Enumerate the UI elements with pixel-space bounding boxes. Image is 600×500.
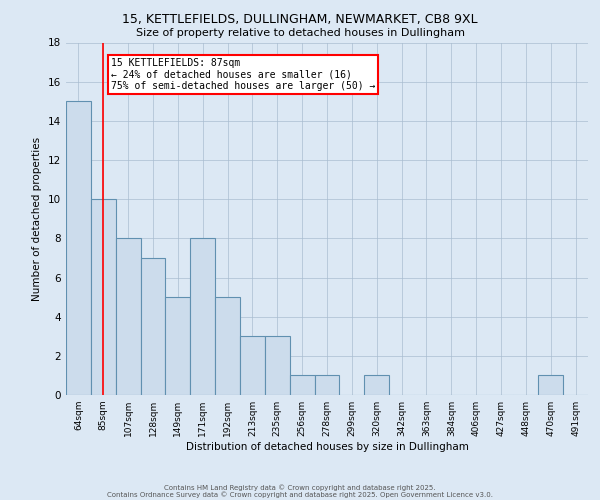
Bar: [314, 376, 340, 395]
Bar: [265, 336, 290, 395]
Text: 15 KETTLEFIELDS: 87sqm
← 24% of detached houses are smaller (16)
75% of semi-det: 15 KETTLEFIELDS: 87sqm ← 24% of detached…: [111, 58, 375, 92]
Text: Size of property relative to detached houses in Dullingham: Size of property relative to detached ho…: [136, 28, 464, 38]
Bar: [91, 199, 116, 395]
Text: Contains HM Land Registry data © Crown copyright and database right 2025.: Contains HM Land Registry data © Crown c…: [164, 484, 436, 491]
Bar: [166, 297, 190, 395]
Bar: [140, 258, 166, 395]
Bar: [215, 297, 240, 395]
X-axis label: Distribution of detached houses by size in Dullingham: Distribution of detached houses by size …: [185, 442, 469, 452]
Bar: [190, 238, 215, 395]
Bar: [240, 336, 265, 395]
Bar: [66, 101, 91, 395]
Bar: [538, 376, 563, 395]
Bar: [364, 376, 389, 395]
Text: 15, KETTLEFIELDS, DULLINGHAM, NEWMARKET, CB8 9XL: 15, KETTLEFIELDS, DULLINGHAM, NEWMARKET,…: [122, 12, 478, 26]
Bar: [290, 376, 314, 395]
Bar: [116, 238, 140, 395]
Text: Contains Ordnance Survey data © Crown copyright and database right 2025. Open Go: Contains Ordnance Survey data © Crown co…: [107, 492, 493, 498]
Y-axis label: Number of detached properties: Number of detached properties: [32, 136, 43, 301]
